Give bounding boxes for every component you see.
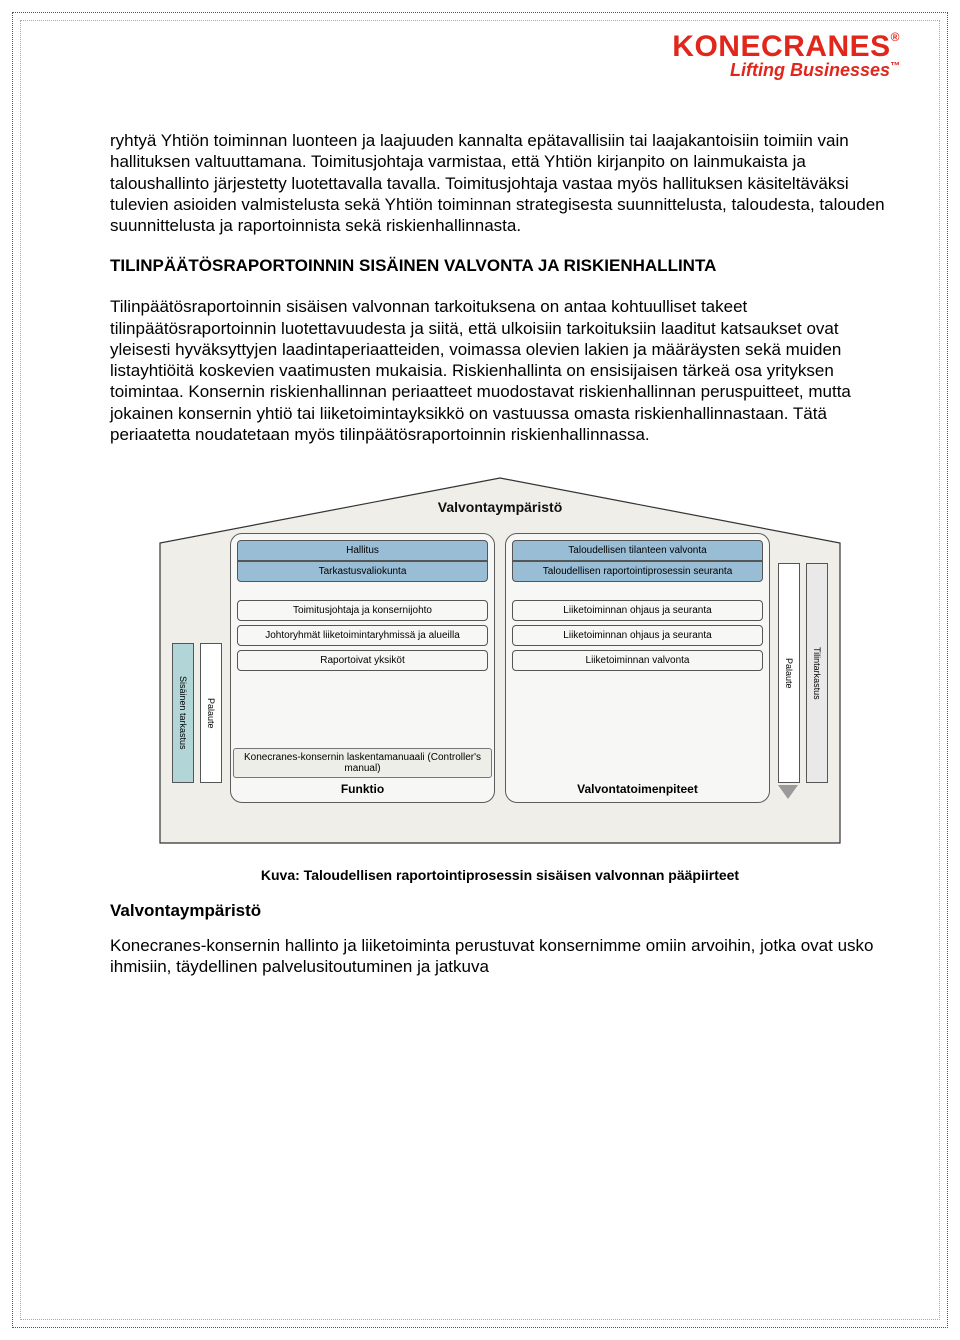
sidebar-left-inner: Palaute xyxy=(200,643,222,783)
box-raportointi-seuranta: Taloudellisen raportointiprosessin seura… xyxy=(512,561,763,582)
paragraph-3: Konecranes-konsernin hallinto ja liiketo… xyxy=(110,935,890,978)
box-hallitus: Hallitus xyxy=(237,540,488,561)
box-toimitusjohtaja: Toimitusjohtaja ja konsernijohto xyxy=(237,600,488,621)
box-ohjaus-1: Liiketoiminnan ohjaus ja seuranta xyxy=(512,600,763,621)
page: KONECRANES® Lifting Businesses™ ryhtyä Y… xyxy=(0,0,960,1340)
logo-company-text: KONECRANES xyxy=(672,30,890,63)
box-raportoivat: Raportoivat yksiköt xyxy=(237,650,488,671)
sidebar-left-outer: Sisäinen tarkastus xyxy=(172,643,194,783)
logo: KONECRANES® Lifting Businesses™ xyxy=(672,30,900,81)
content: ryhtyä Yhtiön toiminnan luonteen ja laaj… xyxy=(110,130,890,998)
paragraph-1: ryhtyä Yhtiön toiminnan luonteen ja laaj… xyxy=(110,130,890,236)
box-valvonta: Liiketoiminnan valvonta xyxy=(512,650,763,671)
diagram-columns: Hallitus Tarkastusvaliokunta Toimitusjoh… xyxy=(230,533,770,803)
column-valvonta: Taloudellisen tilanteen valvonta Taloude… xyxy=(505,533,770,803)
roof-label: Valvontaympäristö xyxy=(230,499,770,515)
section-title: TILINPÄÄTÖSRAPORTOINNIN SISÄINEN VALVONT… xyxy=(110,256,890,276)
arrow-down-icon xyxy=(778,785,798,799)
box-ohjaus-2: Liiketoiminnan ohjaus ja seuranta xyxy=(512,625,763,646)
box-tarkastusvaliokunta: Tarkastusvaliokunta xyxy=(237,561,488,582)
figure-caption: Kuva: Taloudellisen raportointiprosessin… xyxy=(110,867,890,883)
logo-company: KONECRANES® xyxy=(672,30,900,64)
column-title-valvonta: Valvontatoimenpiteet xyxy=(506,782,769,796)
box-johtoryhmat: Johtoryhmät liiketoimintaryhmissä ja alu… xyxy=(237,625,488,646)
column-title-funktio: Funktio xyxy=(231,782,494,796)
subheader: Valvontaympäristö xyxy=(110,901,890,921)
sidebar-right-outer: Tilintarkastus xyxy=(806,563,828,783)
logo-tagline-text: Lifting Businesses xyxy=(730,60,890,80)
column-funktio: Hallitus Tarkastusvaliokunta Toimitusjoh… xyxy=(230,533,495,803)
house-interior: Valvontaympäristö Sisäinen tarkastus Pal… xyxy=(230,533,770,833)
box-tilanne-valvonta: Taloudellisen tilanteen valvonta xyxy=(512,540,763,561)
control-diagram: Valvontaympäristö Sisäinen tarkastus Pal… xyxy=(140,473,860,853)
sidebar-right-inner: Palaute xyxy=(778,563,800,783)
footer-bar: Konecranes-konsernin laskentamanuaali (C… xyxy=(233,748,492,778)
logo-reg: ® xyxy=(891,30,900,44)
logo-tm: ™ xyxy=(890,61,900,72)
paragraph-2: Tilinpäätösraportoinnin sisäisen valvonn… xyxy=(110,296,890,445)
